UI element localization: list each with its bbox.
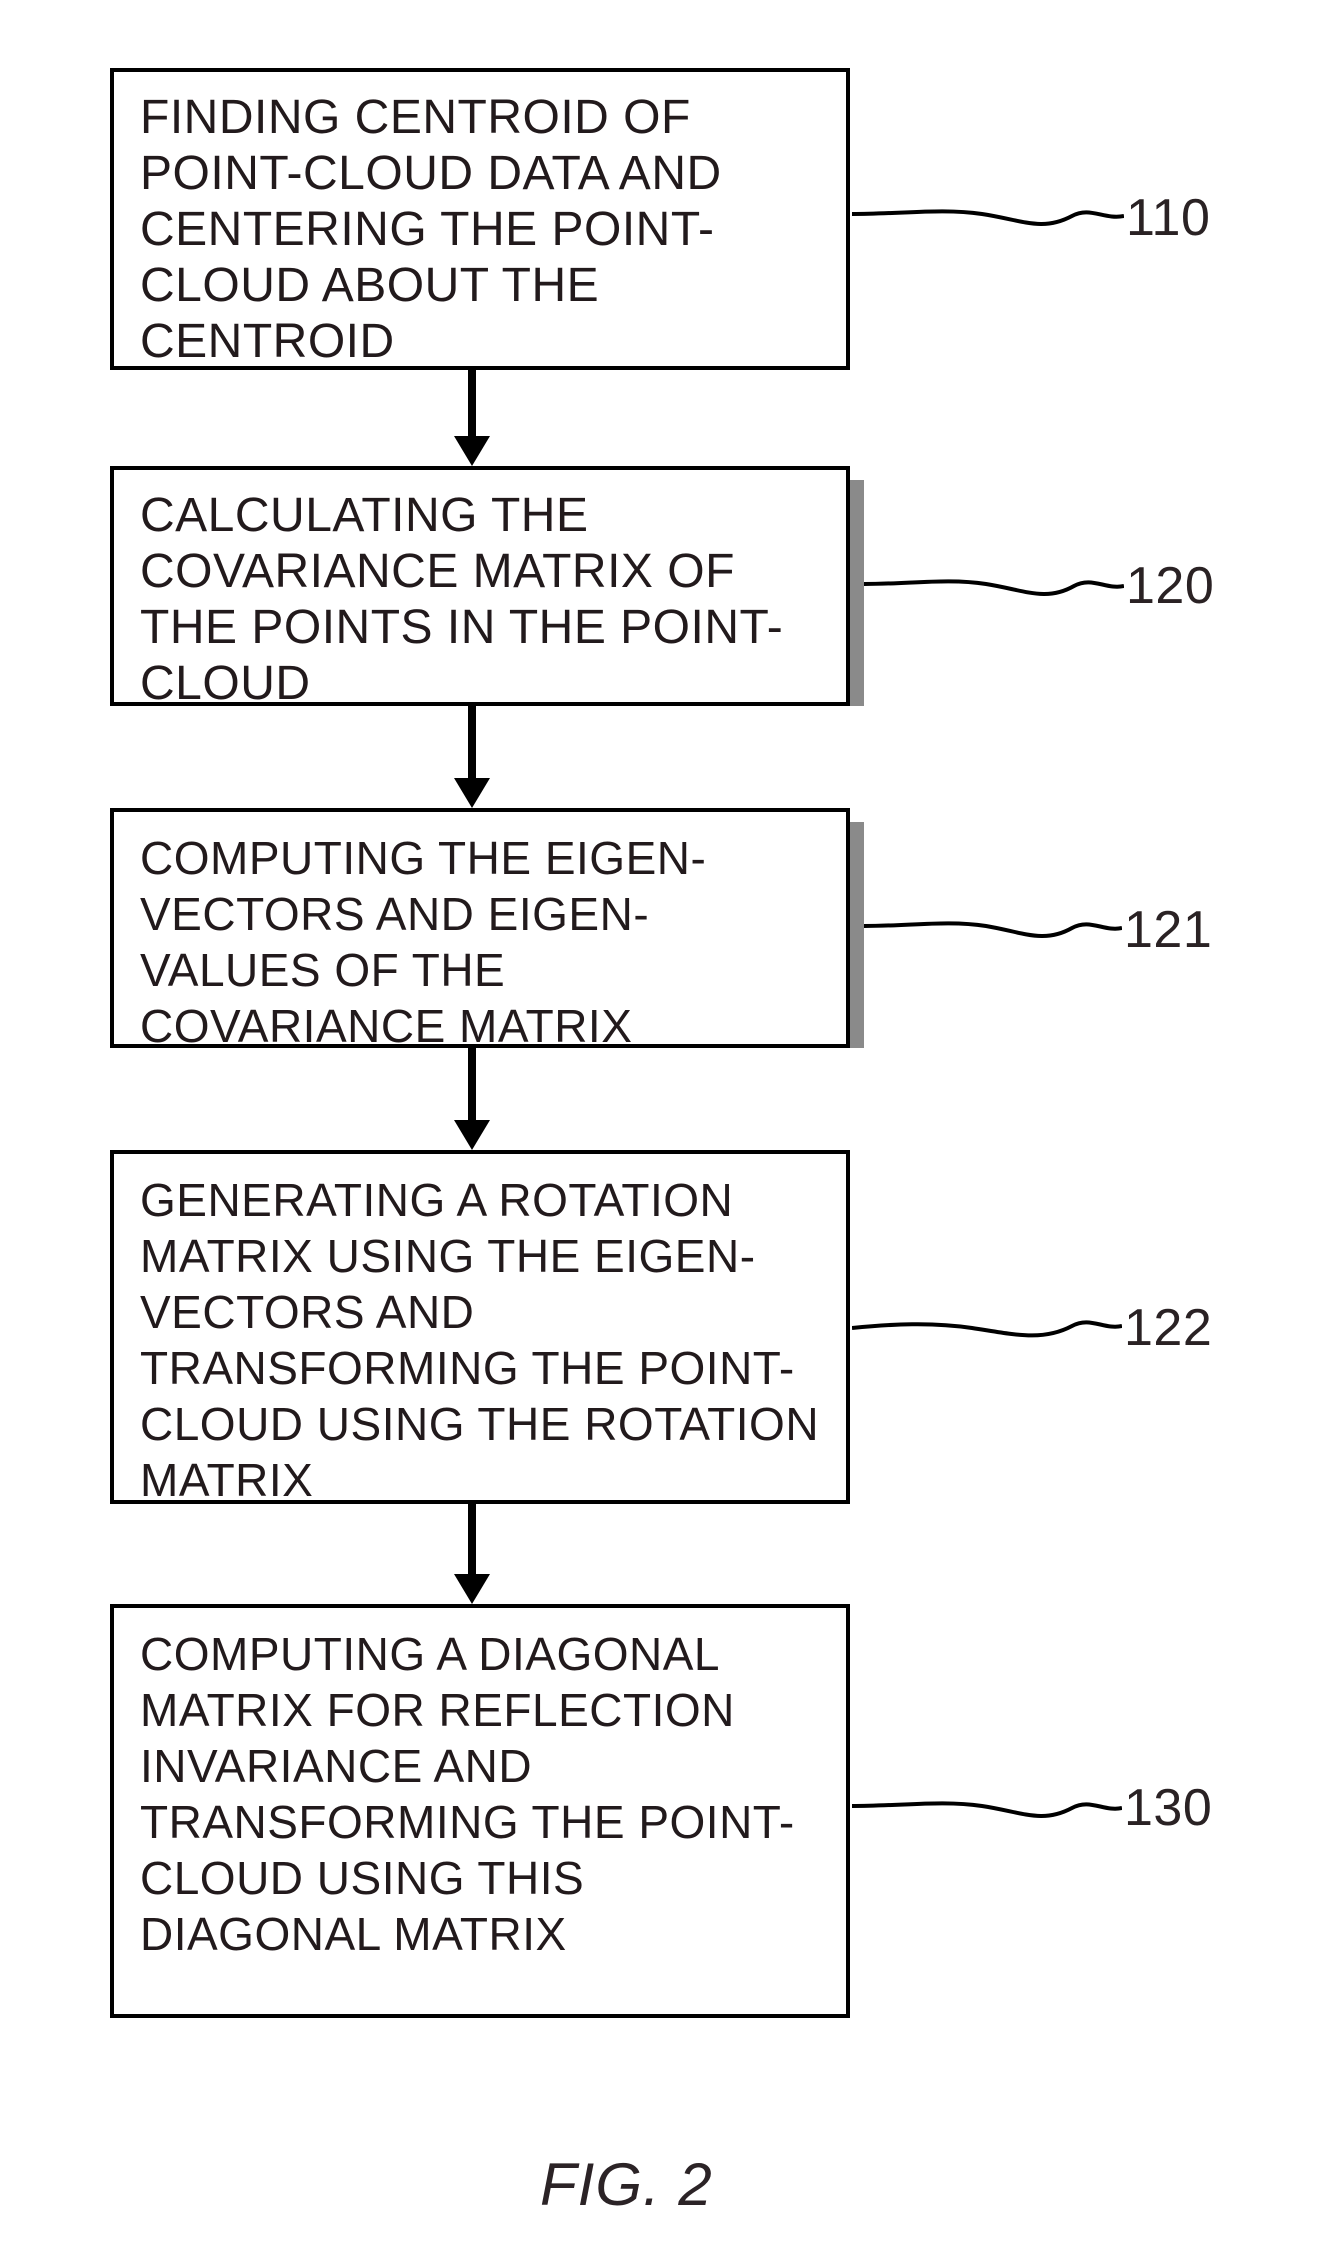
leader-122 bbox=[852, 1308, 1122, 1348]
flowchart-canvas: FINDING CENTROID OF POINT-CLOUD DATA AND… bbox=[0, 0, 1328, 2263]
leader-110 bbox=[852, 196, 1124, 236]
step-121-text: COMPUTING THE EIGEN-VECTORS AND EIGEN-VA… bbox=[140, 832, 706, 1052]
label-130: 130 bbox=[1124, 1778, 1212, 1838]
arrow-1-head bbox=[454, 436, 490, 466]
step-120-text: CALCULATING THE COVARIANCE MATRIX OF THE… bbox=[140, 489, 783, 710]
leader-120 bbox=[864, 566, 1124, 606]
label-121: 121 bbox=[1124, 900, 1212, 960]
leader-130 bbox=[852, 1788, 1122, 1828]
step-122-box: GENERATING A ROTATION MATRIX USING THE E… bbox=[110, 1150, 850, 1504]
arrow-3-line bbox=[468, 1048, 476, 1120]
step-130-text: COMPUTING A DIAGONAL MATRIX FOR REFLECTI… bbox=[140, 1628, 795, 1960]
figure-caption: FIG. 2 bbox=[540, 2150, 713, 2219]
step-120-shadow bbox=[850, 480, 864, 706]
label-120: 120 bbox=[1126, 556, 1214, 616]
arrow-4-head bbox=[454, 1574, 490, 1604]
arrow-2-line bbox=[468, 706, 476, 778]
step-121-shadow bbox=[850, 822, 864, 1048]
step-130-box: COMPUTING A DIAGONAL MATRIX FOR REFLECTI… bbox=[110, 1604, 850, 2018]
step-110-text: FINDING CENTROID OF POINT-CLOUD DATA AND… bbox=[140, 91, 722, 368]
arrow-4-line bbox=[468, 1504, 476, 1574]
arrow-2-head bbox=[454, 778, 490, 808]
label-122: 122 bbox=[1124, 1298, 1212, 1358]
step-110-box: FINDING CENTROID OF POINT-CLOUD DATA AND… bbox=[110, 68, 850, 370]
arrow-3-head bbox=[454, 1120, 490, 1150]
step-122-text: GENERATING A ROTATION MATRIX USING THE E… bbox=[140, 1174, 819, 1506]
arrow-1-line bbox=[468, 370, 476, 436]
leader-121 bbox=[864, 908, 1122, 948]
step-120-box: CALCULATING THE COVARIANCE MATRIX OF THE… bbox=[110, 466, 850, 706]
step-121-box: COMPUTING THE EIGEN-VECTORS AND EIGEN-VA… bbox=[110, 808, 850, 1048]
label-110: 110 bbox=[1126, 188, 1210, 248]
